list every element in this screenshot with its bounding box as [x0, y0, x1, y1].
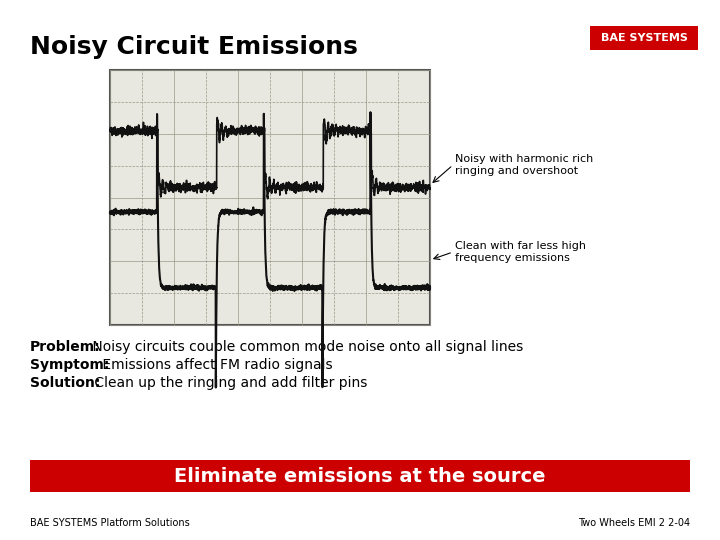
Text: Noisy with harmonic rich
ringing and overshoot: Noisy with harmonic rich ringing and ove…	[455, 154, 593, 176]
Text: Solution:: Solution:	[30, 376, 100, 390]
Text: Symptom:: Symptom:	[30, 358, 109, 372]
Text: Eliminate emissions at the source: Eliminate emissions at the source	[174, 467, 546, 485]
FancyBboxPatch shape	[30, 460, 690, 492]
Text: Two Wheels EMI 2 2-04: Two Wheels EMI 2 2-04	[578, 518, 690, 528]
Text: BAE SYSTEMS: BAE SYSTEMS	[600, 33, 688, 43]
Text: BAE SYSTEMS Platform Solutions: BAE SYSTEMS Platform Solutions	[30, 518, 190, 528]
Text: Noisy Circuit Emissions: Noisy Circuit Emissions	[30, 35, 358, 59]
Text: Noisy circuits couple common mode noise onto all signal lines: Noisy circuits couple common mode noise …	[88, 340, 523, 354]
Text: Emissions affect FM radio signals: Emissions affect FM radio signals	[98, 358, 333, 372]
Text: Clean up the ringing and add filter pins: Clean up the ringing and add filter pins	[90, 376, 367, 390]
FancyBboxPatch shape	[590, 26, 698, 50]
Text: Clean with far less high
frequency emissions: Clean with far less high frequency emiss…	[455, 241, 586, 263]
Text: Problem:: Problem:	[30, 340, 101, 354]
FancyBboxPatch shape	[110, 70, 430, 325]
